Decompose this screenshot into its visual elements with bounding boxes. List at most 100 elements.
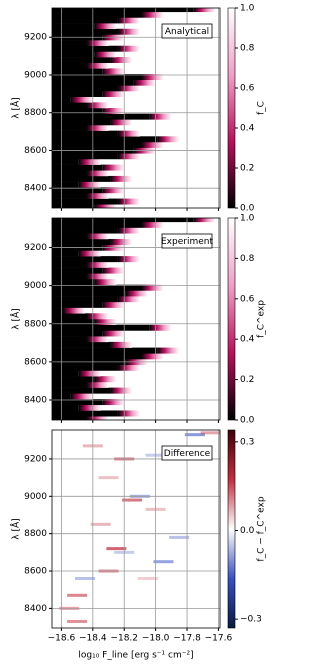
- colorbar-tick-label: 0.8: [240, 44, 255, 54]
- colorbar-tick-label: 0.8: [240, 254, 255, 264]
- y-tick-label: 9200: [24, 243, 47, 253]
- row-edge: [117, 198, 140, 205]
- row-edge: [110, 57, 133, 64]
- row-edge: [86, 416, 109, 420]
- heatmap-row: [52, 124, 109, 131]
- colorbar-tick-label: 0.0: [240, 204, 255, 214]
- row-dark: [52, 238, 111, 245]
- row-edge: [78, 181, 101, 188]
- diff-cell: [122, 498, 143, 502]
- heatmap-row: [52, 376, 117, 383]
- row-dark: [52, 102, 87, 109]
- row-edge: [117, 28, 140, 35]
- heatmap-row: [52, 319, 117, 326]
- row-edge: [102, 164, 125, 171]
- x-tick-label: −18.0: [142, 634, 170, 644]
- row-edge: [117, 256, 140, 263]
- heatmap-row: [52, 347, 180, 354]
- heatmap-row: [52, 404, 101, 411]
- row-edge: [94, 278, 117, 285]
- heatmap-row: [52, 250, 101, 257]
- row-dark: [52, 23, 95, 30]
- row-dark: [52, 221, 142, 228]
- colorbar-label: f_C: [257, 101, 267, 115]
- row-dark: [52, 74, 142, 80]
- diff-cell: [67, 593, 88, 597]
- heatmap-row: [52, 238, 133, 245]
- row-edge: [102, 399, 125, 406]
- row-edge: [117, 410, 140, 417]
- colorbar-tick-label: −0.3: [240, 615, 262, 625]
- heatmap-row: [52, 108, 125, 114]
- y-tick-label: 8800: [24, 108, 47, 118]
- row-dark: [52, 319, 95, 326]
- heatmap-row: [52, 267, 125, 274]
- colorbar-label: f_C^exp: [257, 300, 267, 338]
- row-edge: [86, 313, 109, 320]
- row-dark: [52, 416, 87, 420]
- row-dark: [52, 256, 118, 263]
- heatmap-row: [52, 175, 133, 182]
- row-dark: [52, 175, 111, 182]
- heatmap-row: [52, 153, 140, 160]
- row-edge: [141, 74, 164, 80]
- row-dark: [52, 187, 103, 194]
- x-tick-label: −17.6: [205, 634, 233, 644]
- heatmap-row: [52, 57, 133, 64]
- heatmap-row: [52, 119, 133, 126]
- row-dark: [52, 8, 194, 13]
- row-edge: [94, 376, 117, 383]
- heatmap-row: [52, 296, 140, 303]
- colorbar: [227, 7, 236, 209]
- row-edge: [102, 91, 125, 97]
- row-dark: [52, 313, 87, 320]
- heatmap-row: [52, 416, 109, 420]
- heatmap-row: [52, 330, 125, 337]
- colorbar-tick-label: 0.2: [240, 375, 254, 385]
- heatmap-row: [52, 187, 125, 194]
- row-dark: [52, 204, 95, 208]
- heatmap-row: [52, 40, 109, 47]
- heatmap-row: [52, 381, 109, 388]
- row-dark: [52, 336, 87, 343]
- row-edge: [102, 330, 125, 337]
- heatmap-row: [52, 11, 164, 18]
- row-edge: [141, 353, 164, 360]
- heatmap-row: [52, 113, 172, 120]
- row-dark: [52, 227, 118, 234]
- row-edge: [125, 290, 148, 297]
- diff-cell: [200, 431, 220, 435]
- row-dark: [52, 164, 103, 171]
- row-edge: [102, 68, 125, 75]
- row-edge: [102, 301, 125, 308]
- row-dark: [52, 68, 103, 75]
- row-dark: [52, 278, 95, 285]
- row-edge: [86, 273, 109, 280]
- x-tick-label: −18.4: [79, 634, 107, 644]
- annotation-box: [161, 233, 213, 249]
- heatmap-row: [52, 102, 109, 109]
- row-edge: [117, 17, 140, 24]
- y-tick-label: 8400: [24, 184, 47, 194]
- row-dark: [52, 324, 150, 331]
- heatmap-row: [52, 313, 109, 320]
- y-tick-label: 8800: [24, 319, 47, 329]
- heatmap-row: [52, 261, 109, 268]
- heatmap-row: [52, 221, 164, 228]
- row-dark: [52, 192, 87, 199]
- row-edge: [157, 136, 180, 143]
- x-tick-label: −18.2: [110, 634, 138, 644]
- diff-cell: [74, 577, 95, 580]
- row-edge: [94, 51, 117, 58]
- row-edge: [94, 319, 117, 326]
- y-tick-label: 9200: [24, 454, 47, 464]
- row-dark: [52, 341, 111, 348]
- heatmap-row: [52, 170, 109, 177]
- y-tick-label: 8600: [24, 146, 47, 156]
- row-dark: [52, 290, 126, 297]
- heatmap-row: [52, 136, 180, 143]
- heatmap-row: [52, 399, 125, 406]
- annotation-box: [161, 23, 213, 39]
- row-dark: [52, 284, 142, 291]
- heatmap-row: [52, 324, 172, 331]
